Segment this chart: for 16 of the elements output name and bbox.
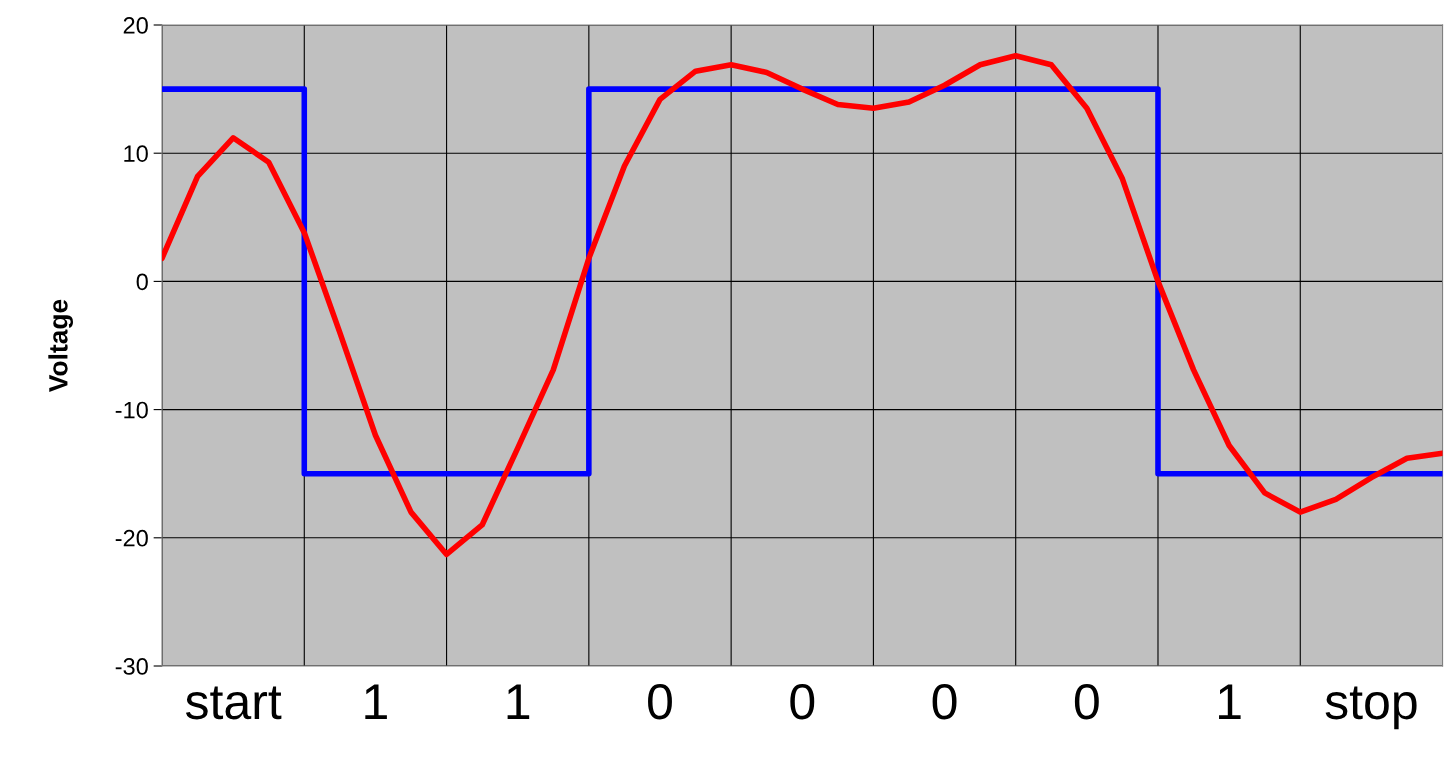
y-tick-label: -10 (115, 401, 148, 419)
x-tick-label: stop (1325, 686, 1417, 730)
y-tick-label: 10 (124, 145, 148, 162)
y-tick-label: -30 (115, 658, 148, 675)
y-axis-title: Voltage (48, 299, 74, 392)
x-tick-label: 0 (1074, 683, 1099, 720)
y-tick-label: -20 (115, 529, 148, 547)
x-tick-label: 0 (790, 683, 815, 720)
y-tick-label: 20 (123, 17, 148, 34)
x-tick-label: 1 (1219, 684, 1241, 719)
x-tick-label: 1 (507, 684, 530, 719)
x-tick-label: start (185, 686, 282, 720)
x-tick-label: 0 (932, 683, 957, 720)
x-tick-label: 0 (648, 683, 672, 720)
x-tick-label: 1 (365, 684, 387, 719)
y-tick-label: 0 (136, 273, 148, 291)
